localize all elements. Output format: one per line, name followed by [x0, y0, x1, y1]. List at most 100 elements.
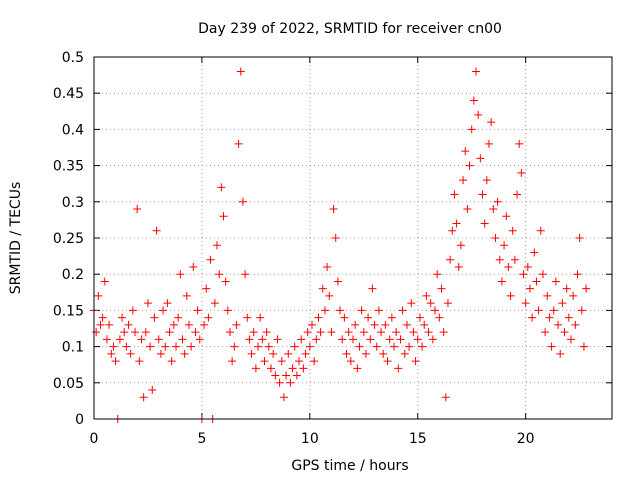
axis-ticks: 0 5 10 15 20 0 0.05 0.1 0.15 0.2 0.25 0.3 0.35 0.4 0.4…	[53, 50, 612, 447]
data-point	[536, 226, 545, 235]
plot-frame	[93, 56, 613, 420]
data-point	[111, 357, 120, 366]
y-tick-label: 0.4	[62, 122, 84, 138]
data-point	[562, 284, 571, 293]
data-point	[266, 364, 275, 373]
data-point	[232, 320, 241, 329]
data-point	[161, 342, 170, 351]
data-point	[510, 255, 519, 264]
data-point	[154, 335, 163, 344]
data-point	[159, 306, 168, 315]
data-point	[459, 176, 468, 185]
data-point	[532, 277, 541, 286]
data-point	[538, 270, 547, 279]
data-point	[448, 226, 457, 235]
data-point	[150, 313, 159, 322]
data-point	[137, 335, 146, 344]
data-point	[182, 291, 191, 300]
data-point	[431, 306, 440, 315]
data-point	[295, 357, 304, 366]
data-point	[461, 147, 470, 156]
data-point	[118, 313, 127, 322]
data-point	[437, 284, 446, 293]
data-point	[428, 335, 437, 344]
data-point	[355, 342, 364, 351]
data-point	[174, 313, 183, 322]
grid-lines	[94, 57, 612, 419]
data-point	[392, 328, 401, 337]
data-point	[258, 335, 267, 344]
data-point	[156, 349, 165, 358]
data-point	[474, 110, 483, 119]
data-point	[189, 262, 198, 271]
data-point	[131, 328, 140, 337]
data-point	[163, 299, 172, 308]
data-point	[573, 270, 582, 279]
data-point	[105, 320, 114, 329]
data-point	[107, 349, 116, 358]
data-point	[217, 183, 226, 192]
y-tick-label: 0.05	[53, 376, 84, 392]
data-point	[491, 234, 500, 242]
data-point	[301, 349, 310, 358]
x-tick-label: 0	[90, 431, 99, 447]
data-point	[571, 320, 580, 329]
data-point	[251, 364, 260, 373]
data-point	[351, 320, 360, 329]
data-point	[206, 255, 215, 264]
data-point	[495, 255, 504, 264]
data-point	[329, 205, 338, 214]
data-point	[398, 306, 407, 315]
data-point	[204, 313, 213, 322]
data-point	[234, 139, 243, 148]
data-point	[500, 241, 509, 250]
data-point	[575, 234, 584, 242]
data-point	[541, 328, 550, 337]
data-point	[264, 342, 273, 351]
data-point	[409, 328, 418, 337]
data-point	[418, 342, 427, 351]
data-point	[327, 328, 336, 337]
x-tick-label: 15	[409, 431, 427, 447]
data-point	[269, 349, 278, 358]
data-point	[368, 284, 377, 293]
data-point	[413, 335, 422, 344]
data-point	[167, 357, 176, 366]
data-point	[357, 306, 366, 315]
data-point	[407, 299, 416, 308]
data-point	[487, 118, 496, 127]
data-point	[450, 190, 459, 199]
data-point	[443, 299, 452, 308]
data-point	[247, 349, 256, 358]
data-point	[467, 125, 476, 134]
data-point	[323, 262, 332, 271]
data-point	[286, 378, 295, 387]
data-point	[219, 212, 228, 221]
data-point	[528, 313, 537, 322]
data-point	[364, 313, 373, 322]
data-point	[238, 197, 247, 206]
data-point	[120, 328, 129, 337]
data-point	[346, 357, 355, 366]
data-point	[312, 335, 321, 344]
data-point	[439, 328, 448, 337]
y-tick-label: 0.1	[62, 340, 84, 356]
data-point	[400, 349, 409, 358]
data-point	[148, 386, 157, 395]
data-point	[566, 335, 575, 344]
data-point	[297, 335, 306, 344]
data-point	[441, 393, 450, 402]
data-point	[282, 371, 291, 380]
data-point	[169, 320, 178, 329]
data-point	[249, 328, 258, 337]
data-point	[497, 277, 506, 286]
data-point	[506, 291, 515, 300]
data-point	[493, 197, 502, 206]
data-point	[340, 313, 349, 322]
data-point	[305, 342, 314, 351]
y-tick-label: 0.5	[62, 50, 84, 66]
x-tick-label: 10	[301, 431, 319, 447]
data-point	[534, 306, 543, 315]
data-point	[109, 342, 118, 351]
data-point	[502, 212, 511, 221]
